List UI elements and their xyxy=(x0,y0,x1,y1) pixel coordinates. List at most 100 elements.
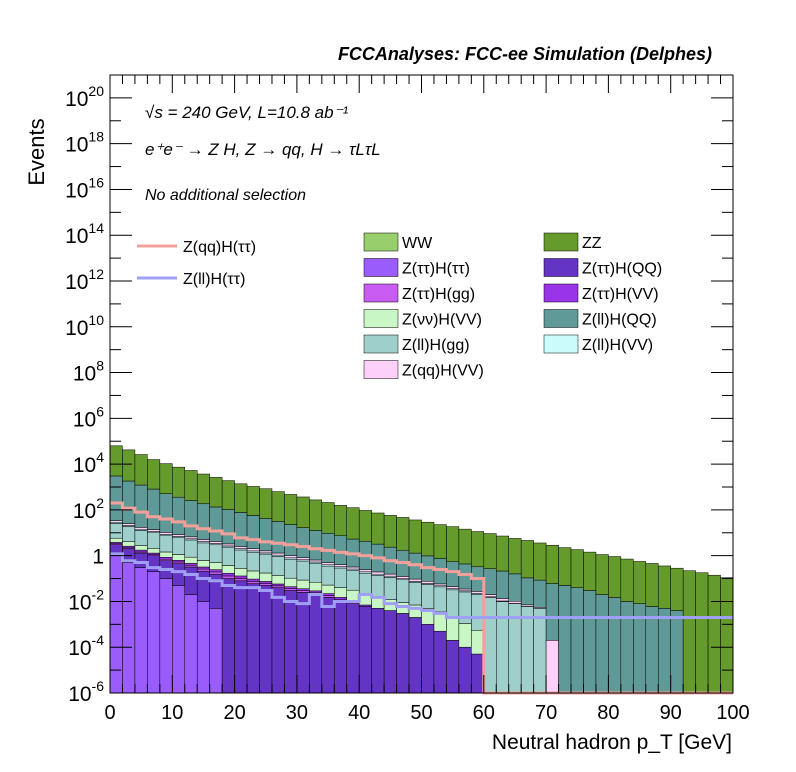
bar xyxy=(346,589,360,601)
bar xyxy=(284,588,298,591)
y-tick-label: 10-6 xyxy=(68,678,104,706)
bar xyxy=(533,542,547,581)
y-tick-label: 1012 xyxy=(65,266,104,294)
y-tick-label-text: 1020 xyxy=(65,83,104,111)
legend-label: Z(ττ)H(VV) xyxy=(582,286,659,303)
y-tick-label: 1020 xyxy=(65,83,104,111)
bar xyxy=(271,575,285,585)
bar xyxy=(321,533,335,563)
y-tick-label: 1010 xyxy=(65,312,104,340)
bar xyxy=(122,526,136,542)
bar xyxy=(446,589,460,617)
bar xyxy=(246,583,260,694)
bar xyxy=(296,496,310,528)
bar xyxy=(309,562,323,583)
bar xyxy=(159,463,173,494)
legend-swatch xyxy=(363,232,399,252)
bar xyxy=(496,598,509,602)
y-tick-label-text: 102 xyxy=(73,495,104,523)
bar xyxy=(583,551,597,591)
y-tick-label-text: 1018 xyxy=(65,129,104,157)
x-tick-label: 40 xyxy=(348,702,370,724)
bar xyxy=(134,454,148,486)
bar xyxy=(159,578,173,694)
bar xyxy=(433,558,447,585)
bar xyxy=(670,610,684,694)
bar xyxy=(196,539,210,542)
y-tick-label-text: 1010 xyxy=(65,312,104,340)
bar xyxy=(371,575,385,598)
bar xyxy=(508,538,522,575)
bar xyxy=(271,587,285,694)
x-tick-label: 20 xyxy=(223,702,245,724)
bar xyxy=(196,566,210,570)
bar xyxy=(321,565,335,586)
bar xyxy=(408,617,422,694)
bar xyxy=(221,480,235,510)
bar xyxy=(259,572,273,582)
bar xyxy=(334,597,347,600)
histogram-bars xyxy=(109,445,734,694)
legend-label: Z(qq)H(VV) xyxy=(402,363,484,380)
bar xyxy=(134,527,148,530)
bar xyxy=(496,601,509,694)
bar xyxy=(134,484,148,528)
x-axis-label: Neutral hadron p_T [GeV] xyxy=(492,731,732,754)
bar xyxy=(159,535,173,553)
legend-swatch xyxy=(543,309,579,328)
bar xyxy=(558,585,572,694)
bar xyxy=(346,566,360,570)
bar xyxy=(657,565,671,609)
bar xyxy=(358,569,372,573)
legend-swatch xyxy=(543,258,579,277)
bar xyxy=(221,573,235,577)
bar xyxy=(408,582,422,606)
bar xyxy=(221,565,235,574)
axes: 0 10 20 30 40 50 60 70 80 90 10010-610-410-2110210… xyxy=(65,74,750,724)
bar xyxy=(309,559,323,563)
x-tick-label: 90 xyxy=(660,702,682,724)
bar xyxy=(508,573,522,602)
bar xyxy=(209,571,223,575)
bar xyxy=(196,542,210,561)
bar xyxy=(271,583,285,587)
y-tick-label-text: 10-2 xyxy=(68,586,104,614)
bar xyxy=(471,591,485,594)
series-9 xyxy=(109,445,734,694)
bar xyxy=(196,473,210,505)
bar xyxy=(284,577,298,587)
legend-label: Z(ll)H(VV) xyxy=(582,337,653,354)
bar xyxy=(446,616,460,641)
bar xyxy=(259,581,273,584)
legend-label: WW xyxy=(402,235,433,252)
bar xyxy=(483,597,497,694)
legend-swatch xyxy=(543,334,579,354)
bar xyxy=(259,518,273,552)
bar xyxy=(458,623,472,648)
bar xyxy=(670,567,684,611)
bar xyxy=(321,597,335,694)
bar xyxy=(458,588,472,592)
bar xyxy=(421,584,435,609)
annotation-energy-luminosity: √s = 240 GeV, L=10.8 ab⁻¹ xyxy=(145,103,349,122)
bar xyxy=(533,579,547,608)
y-tick-label: 104 xyxy=(73,449,104,477)
legend-swatch xyxy=(543,283,579,303)
bar xyxy=(421,624,435,694)
bar xyxy=(234,580,248,694)
chart-title: FCCAnalyses: FCC-ee Simulation (Delphes) xyxy=(338,44,712,64)
bar xyxy=(147,532,161,549)
bar xyxy=(196,601,210,694)
bar xyxy=(234,568,248,577)
bar xyxy=(383,577,397,600)
y-tick-label: 1 xyxy=(92,546,104,569)
bar xyxy=(147,529,161,532)
bar xyxy=(446,586,460,589)
bar xyxy=(209,541,223,544)
y-tick-label-text: 10-6 xyxy=(68,678,104,706)
legend-swatch xyxy=(363,334,399,354)
bar xyxy=(147,548,161,554)
bar xyxy=(122,480,136,524)
bar xyxy=(259,488,273,519)
